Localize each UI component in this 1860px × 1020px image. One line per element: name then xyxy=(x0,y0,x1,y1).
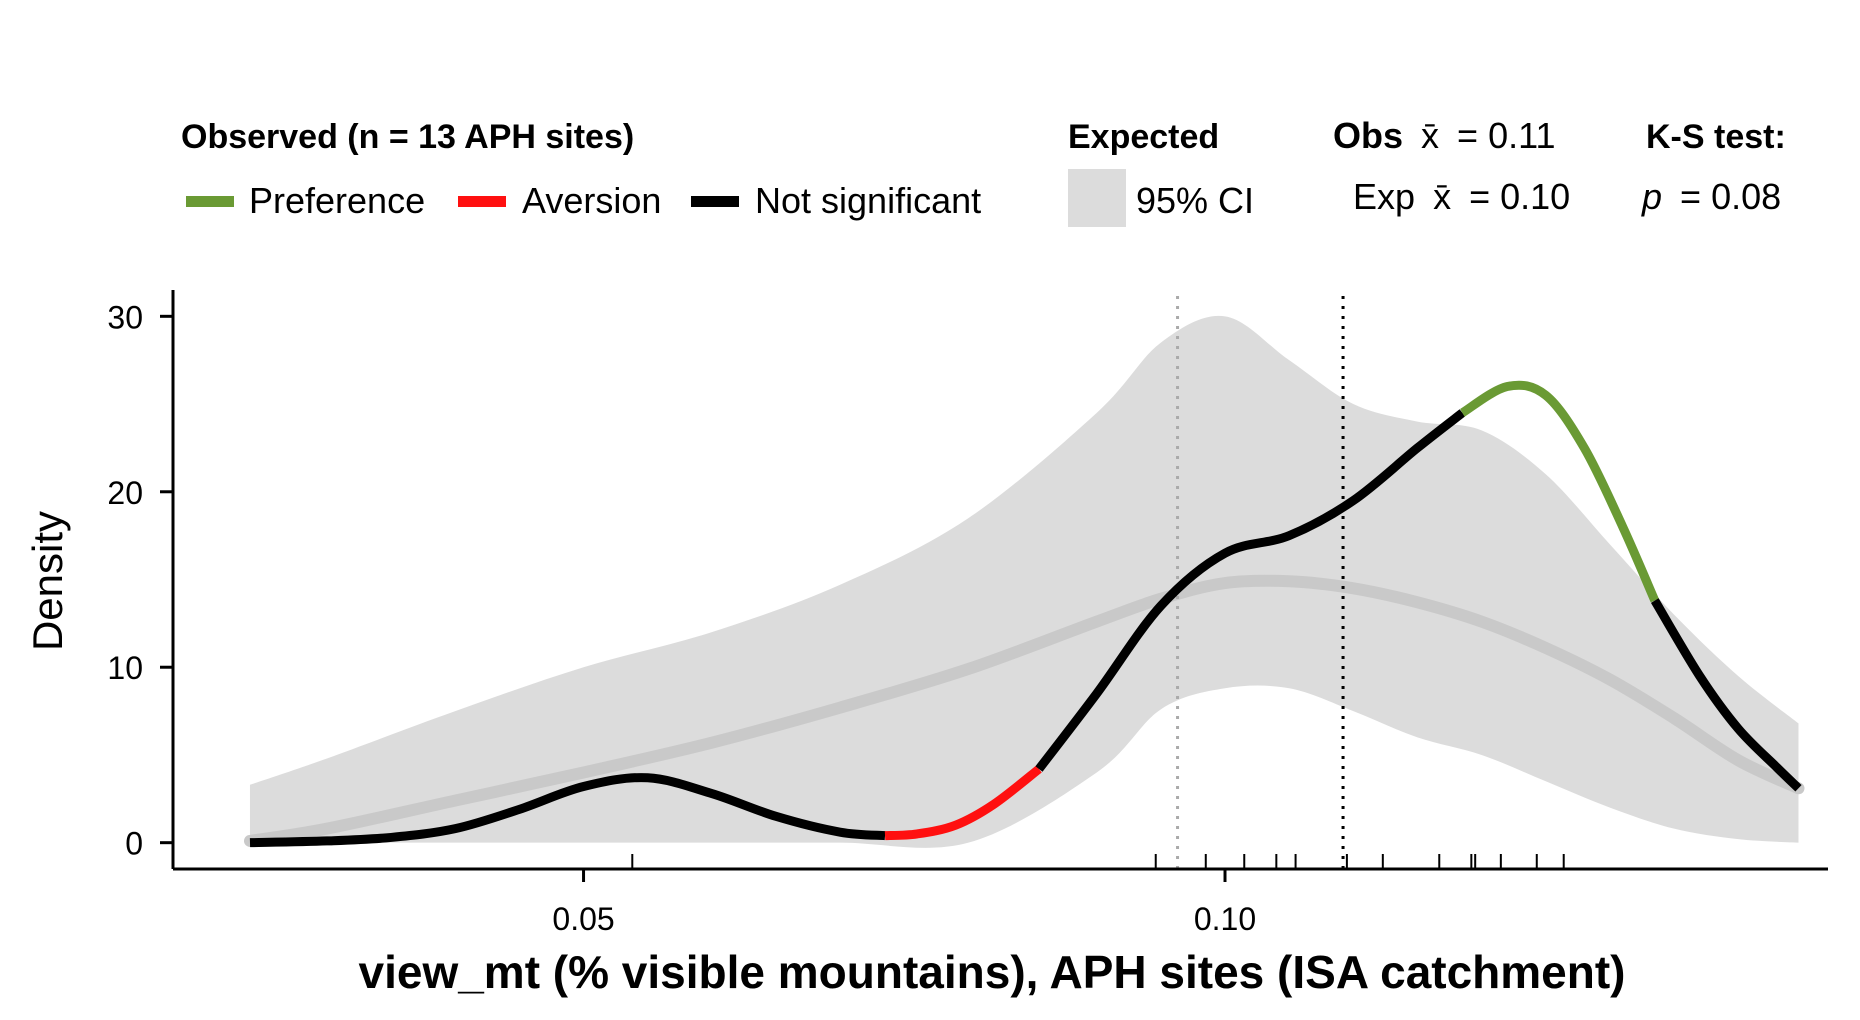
observed-line-not-significant-0 xyxy=(249,773,886,848)
x-tick-label: 0.05 xyxy=(552,901,614,937)
x-tick-label: 0.10 xyxy=(1194,901,1256,937)
legend-swatch-aversion xyxy=(458,196,506,207)
legend-ci-swatch xyxy=(1068,169,1126,227)
y-axis-label: Density xyxy=(24,511,71,651)
rug-layer xyxy=(631,854,1565,869)
y-tick-label: 0 xyxy=(125,826,143,862)
x-ticks-layer: 0.05 0.10 xyxy=(552,869,1256,937)
axes-layer xyxy=(171,290,1828,871)
ks-p-text: p = 0.08 xyxy=(1641,176,1781,217)
plot-area: 0 10 20 30 0.05 0.10 xyxy=(107,290,1828,937)
observed-line-not-significant-2 xyxy=(1035,409,1466,772)
observed-line-aversion-1 xyxy=(884,765,1042,841)
observed-line-not-significant-4 xyxy=(1650,598,1802,792)
legend-ci-label: 95% CI xyxy=(1136,180,1254,221)
legend-swatch-preference xyxy=(186,196,234,207)
exp-prefix: Exp xyxy=(1353,176,1415,217)
observed-line-preference-3 xyxy=(1459,380,1659,603)
y-ticks-layer: 0 10 20 30 xyxy=(107,299,173,862)
observed-series-layer xyxy=(249,380,1802,848)
exp-mean-symbol: x̄ xyxy=(1433,176,1451,217)
legend-observed-title: Observed (n = 13 APH sites) xyxy=(181,118,634,156)
stats: Obs x̄ = 0.11 Exp x̄ = 0.10 K-S test: p … xyxy=(1333,115,1786,217)
obs-mean-symbol: x̄ xyxy=(1421,115,1439,156)
legend-label-aversion: Aversion xyxy=(522,180,661,221)
y-tick-label: 30 xyxy=(107,299,143,335)
ci-band-layer xyxy=(249,315,1799,848)
exp-mean-value: = 0.10 xyxy=(1469,176,1570,217)
obs-mean-text: Obs x̄ = 0.11 xyxy=(1333,115,1555,156)
obs-prefix: Obs xyxy=(1333,115,1403,156)
p-symbol: p xyxy=(1641,176,1662,217)
exp-mean-text: Exp x̄ = 0.10 xyxy=(1353,176,1570,217)
y-tick-label: 10 xyxy=(107,650,143,686)
p-value: = 0.08 xyxy=(1680,176,1781,217)
ci-band xyxy=(249,315,1799,848)
x-axis-label: view_mt (% visible mountains), APH sites… xyxy=(359,946,1626,998)
y-tick-label: 20 xyxy=(107,475,143,511)
ks-test-title: K-S test: xyxy=(1646,118,1786,156)
legend-label-not-significant: Not significant xyxy=(755,180,981,221)
legend-label-preference: Preference xyxy=(249,180,425,221)
legend-swatch-not-significant xyxy=(691,196,739,207)
legend: Observed (n = 13 APH sites) Preference A… xyxy=(181,118,1254,227)
obs-mean-value: = 0.11 xyxy=(1457,115,1555,156)
legend-expected-title: Expected xyxy=(1068,118,1219,156)
